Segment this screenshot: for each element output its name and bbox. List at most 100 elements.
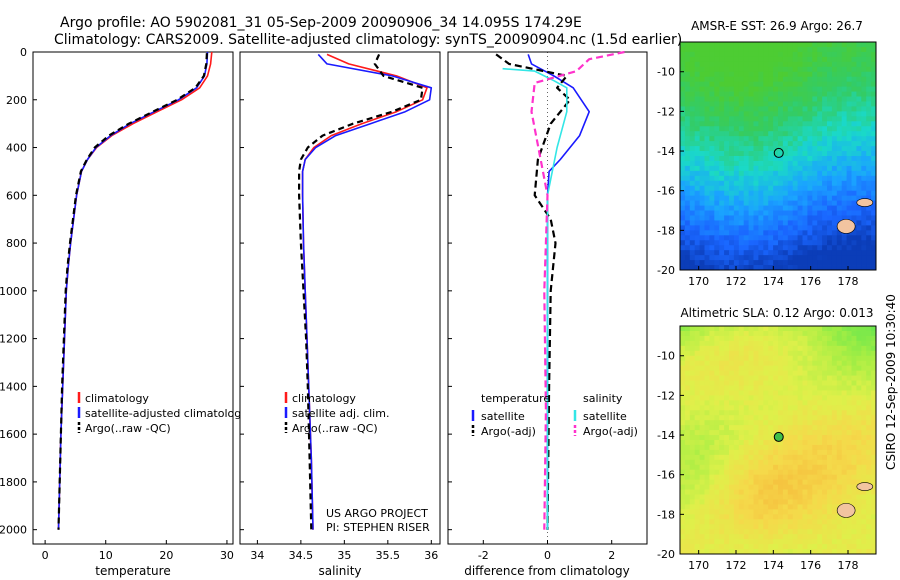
heatmap-cell (802, 51, 808, 58)
heatmap-cell (753, 136, 759, 142)
heatmap-cell (773, 91, 779, 97)
heatmap-cell (797, 200, 803, 206)
heatmap-cell (709, 245, 715, 251)
heatmap-cell (846, 405, 852, 411)
heatmap-cell (792, 400, 798, 406)
heatmap-cell (797, 210, 803, 216)
heatmap-cell (748, 529, 754, 535)
heatmap-cell (856, 121, 862, 127)
heatmap-cell (792, 435, 798, 441)
heatmap-cell (763, 479, 769, 486)
heatmap-cell (782, 42, 789, 48)
heatmap-cell (846, 175, 852, 182)
heatmap-cell (773, 175, 779, 182)
heatmap-cell (792, 464, 798, 471)
heatmap-cell (743, 365, 749, 372)
heatmap-cell (812, 410, 818, 416)
heatmap-cell (827, 390, 833, 396)
heatmap-cell (817, 225, 823, 231)
heatmap-cell (866, 420, 872, 426)
heatmap-cell (861, 370, 867, 376)
heatmap-cell (782, 260, 789, 266)
heatmap-cell (841, 390, 847, 396)
heatmap-cell (724, 469, 730, 476)
heatmap-cell (807, 220, 813, 226)
heatmap-cell (689, 330, 696, 337)
heatmap-cell (699, 56, 705, 63)
heatmap-cells (680, 326, 877, 555)
heatmap-cell (724, 534, 730, 540)
heatmap-cell (836, 449, 843, 456)
heatmap-cell (802, 385, 808, 391)
heatmap-cell (724, 440, 730, 446)
heatmap-cell (719, 240, 725, 246)
heatmap-cell (684, 494, 691, 500)
heatmap-cell (704, 380, 710, 386)
heatmap-cell (773, 380, 779, 386)
heatmap-cell (763, 215, 769, 221)
heatmap-cell (758, 200, 764, 206)
heatmap-cell (866, 385, 872, 391)
heatmap-cell (709, 519, 715, 525)
heatmap-cell (738, 111, 745, 117)
heatmap-cell (792, 355, 798, 362)
heatmap-cell (787, 151, 794, 157)
heatmap-cell (724, 504, 730, 510)
heatmap-cell (709, 220, 715, 226)
heatmap-cell (851, 405, 857, 411)
heatmap-cell (719, 544, 725, 550)
heatmap-cell (724, 390, 730, 396)
heatmap-cell (694, 230, 700, 236)
heatmap-cell (753, 116, 759, 122)
heatmap-cell (861, 146, 867, 152)
heatmap-cell (733, 66, 740, 73)
heatmap-cell (851, 524, 857, 530)
heatmap-cell (812, 400, 818, 406)
heatmap-cell (831, 326, 838, 332)
heatmap-cell (719, 156, 725, 162)
heatmap-cell (856, 180, 862, 187)
heatmap-cell (748, 165, 754, 172)
heatmap-cell (836, 126, 843, 132)
heatmap-cell (773, 165, 779, 172)
heatmap-cell (802, 255, 808, 261)
heatmap-cell (792, 539, 798, 545)
heatmap-cell (841, 51, 847, 58)
heatmap-cell (851, 136, 857, 142)
heatmap-cell (822, 101, 828, 107)
heatmap-cell (758, 425, 764, 431)
heatmap-cell (851, 534, 857, 540)
heatmap-cell (680, 185, 686, 192)
heatmap-cell (787, 190, 794, 197)
heatmap-cell (846, 370, 852, 376)
heatmap-cell (714, 340, 720, 347)
heatmap-cell (748, 524, 754, 530)
heatmap-cell (812, 86, 818, 92)
heatmap-cell (856, 81, 862, 88)
heatmap-cell (827, 509, 833, 515)
heatmap-cell (714, 335, 720, 342)
heatmap-cell (861, 549, 867, 555)
heatmap-cell (851, 116, 857, 122)
heatmap-cell (836, 200, 843, 206)
heatmap-cell (782, 56, 789, 63)
heatmap-cell (733, 400, 740, 406)
heatmap-cell (724, 141, 730, 147)
heatmap-cell (861, 534, 867, 540)
heatmap-cell (738, 430, 745, 436)
heatmap-cell (680, 146, 686, 152)
heatmap-cell (778, 111, 784, 117)
heatmap-cell (738, 151, 745, 157)
heatmap-cell (729, 469, 735, 476)
heatmap-cell (753, 440, 759, 446)
heatmap-cell (699, 151, 705, 157)
y-tick-label: 1600 (0, 428, 27, 441)
heatmap-cell (802, 375, 808, 381)
heatmap-cell (773, 385, 779, 391)
heatmap-cell (748, 195, 754, 202)
heatmap-cell (812, 375, 818, 381)
heatmap-cell (709, 126, 715, 132)
heatmap-cell (689, 245, 696, 251)
heatmap-cell (773, 76, 779, 83)
heatmap-cell (714, 245, 720, 251)
